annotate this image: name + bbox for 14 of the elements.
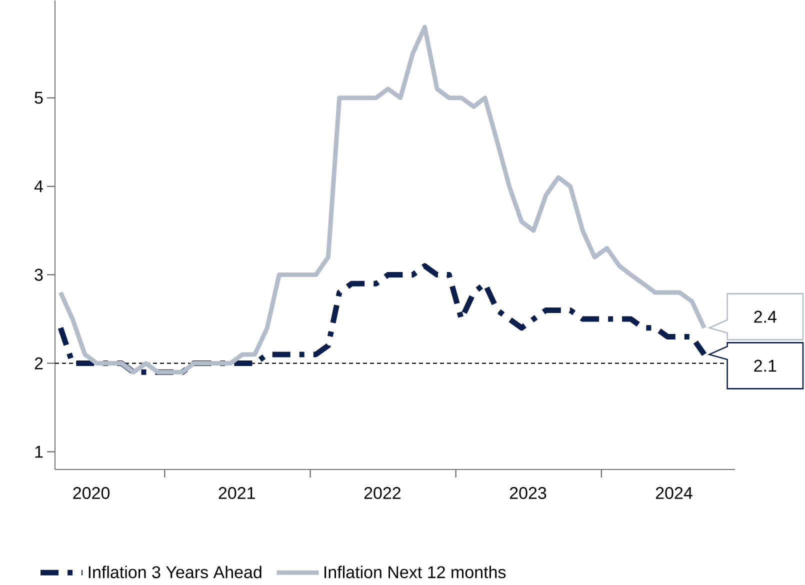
x-tick-label: 2023 xyxy=(510,486,546,499)
y-tick-label: 5 xyxy=(34,92,43,104)
annotation: 2.1 xyxy=(754,360,776,372)
y-tick-label: 2 xyxy=(34,357,43,369)
x-tick-label: 2020 xyxy=(73,486,110,499)
annotation: 2.4 xyxy=(754,310,776,322)
legend-label: Inflation Next 12 months xyxy=(324,566,506,578)
y-tick-label: 1 xyxy=(35,446,43,458)
x-tick-label: 2022 xyxy=(364,486,400,499)
y-tick-label: 4 xyxy=(34,180,43,192)
x-tick-label: 2024 xyxy=(656,486,692,499)
y-tick-label: 3 xyxy=(34,268,43,281)
x-tick-label: 2021 xyxy=(218,486,255,499)
legend-label: Inflation 3 Years Ahead xyxy=(88,566,262,578)
